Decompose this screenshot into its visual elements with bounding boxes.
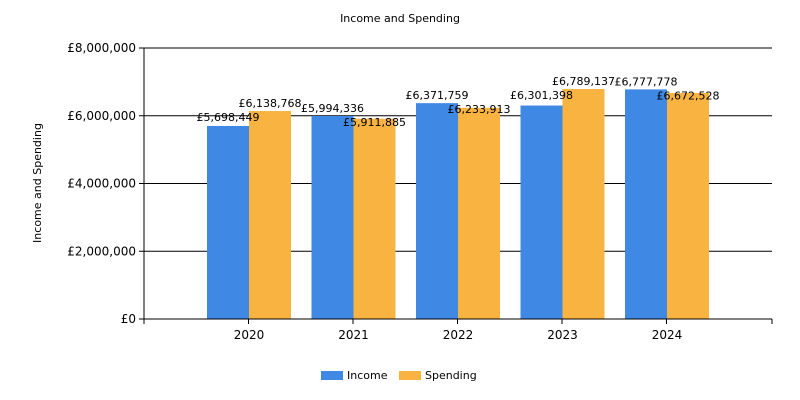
legend: Income Spending [321, 369, 477, 382]
data-label-income: £6,371,759 [406, 89, 469, 102]
bar-spending [562, 89, 605, 320]
y-tick-label: £8,000,000 [67, 41, 136, 55]
bar-spending [249, 111, 291, 320]
legend-swatch-spending [399, 371, 421, 380]
data-label-spending: £6,138,768 [239, 97, 302, 110]
data-label-spending: £6,672,528 [657, 89, 720, 102]
chart-title: Income and Spending [340, 12, 460, 25]
axes: £0 £2,000,000 £4,000,000 £6,000,000 £8,000,0… [67, 41, 773, 342]
bar-spending [353, 118, 396, 319]
bar-income [207, 125, 249, 319]
x-tick-label: 2021 [338, 328, 369, 342]
x-tick-label: 2024 [652, 328, 683, 342]
data-label-spending: £6,789,137 [552, 75, 615, 88]
y-tick-label: £2,000,000 [67, 244, 136, 258]
x-tick-label: 2023 [547, 328, 578, 342]
x-tick-label: 2020 [234, 328, 265, 342]
y-tick-label: £4,000,000 [67, 177, 136, 191]
data-label-income: £6,777,778 [615, 75, 678, 88]
legend-swatch-income [321, 371, 343, 380]
y-tick-label: £0 [121, 312, 136, 326]
bar-spending [667, 92, 709, 320]
data-labels: £5,698,449£6,138,768 £5,994,336£5,911,885… [197, 75, 720, 129]
y-axis-title: Income and Spending [31, 123, 44, 243]
legend-label-spending: Spending [425, 369, 477, 382]
bar-income [311, 115, 354, 320]
bar-income [520, 105, 563, 319]
bar-income [625, 89, 667, 319]
x-tick-label: 2022 [443, 328, 474, 342]
data-label-income: £5,994,336 [301, 102, 364, 115]
bars-group [207, 89, 709, 320]
data-label-spending: £6,233,913 [448, 103, 511, 116]
data-label-income: £6,301,398 [510, 89, 573, 102]
data-label-spending: £5,911,885 [343, 116, 406, 129]
data-label-income: £5,698,449 [197, 111, 260, 124]
legend-label-income: Income [347, 369, 388, 382]
bar-spending [458, 107, 500, 319]
bar-income [416, 103, 458, 319]
y-tick-label: £6,000,000 [67, 109, 136, 123]
